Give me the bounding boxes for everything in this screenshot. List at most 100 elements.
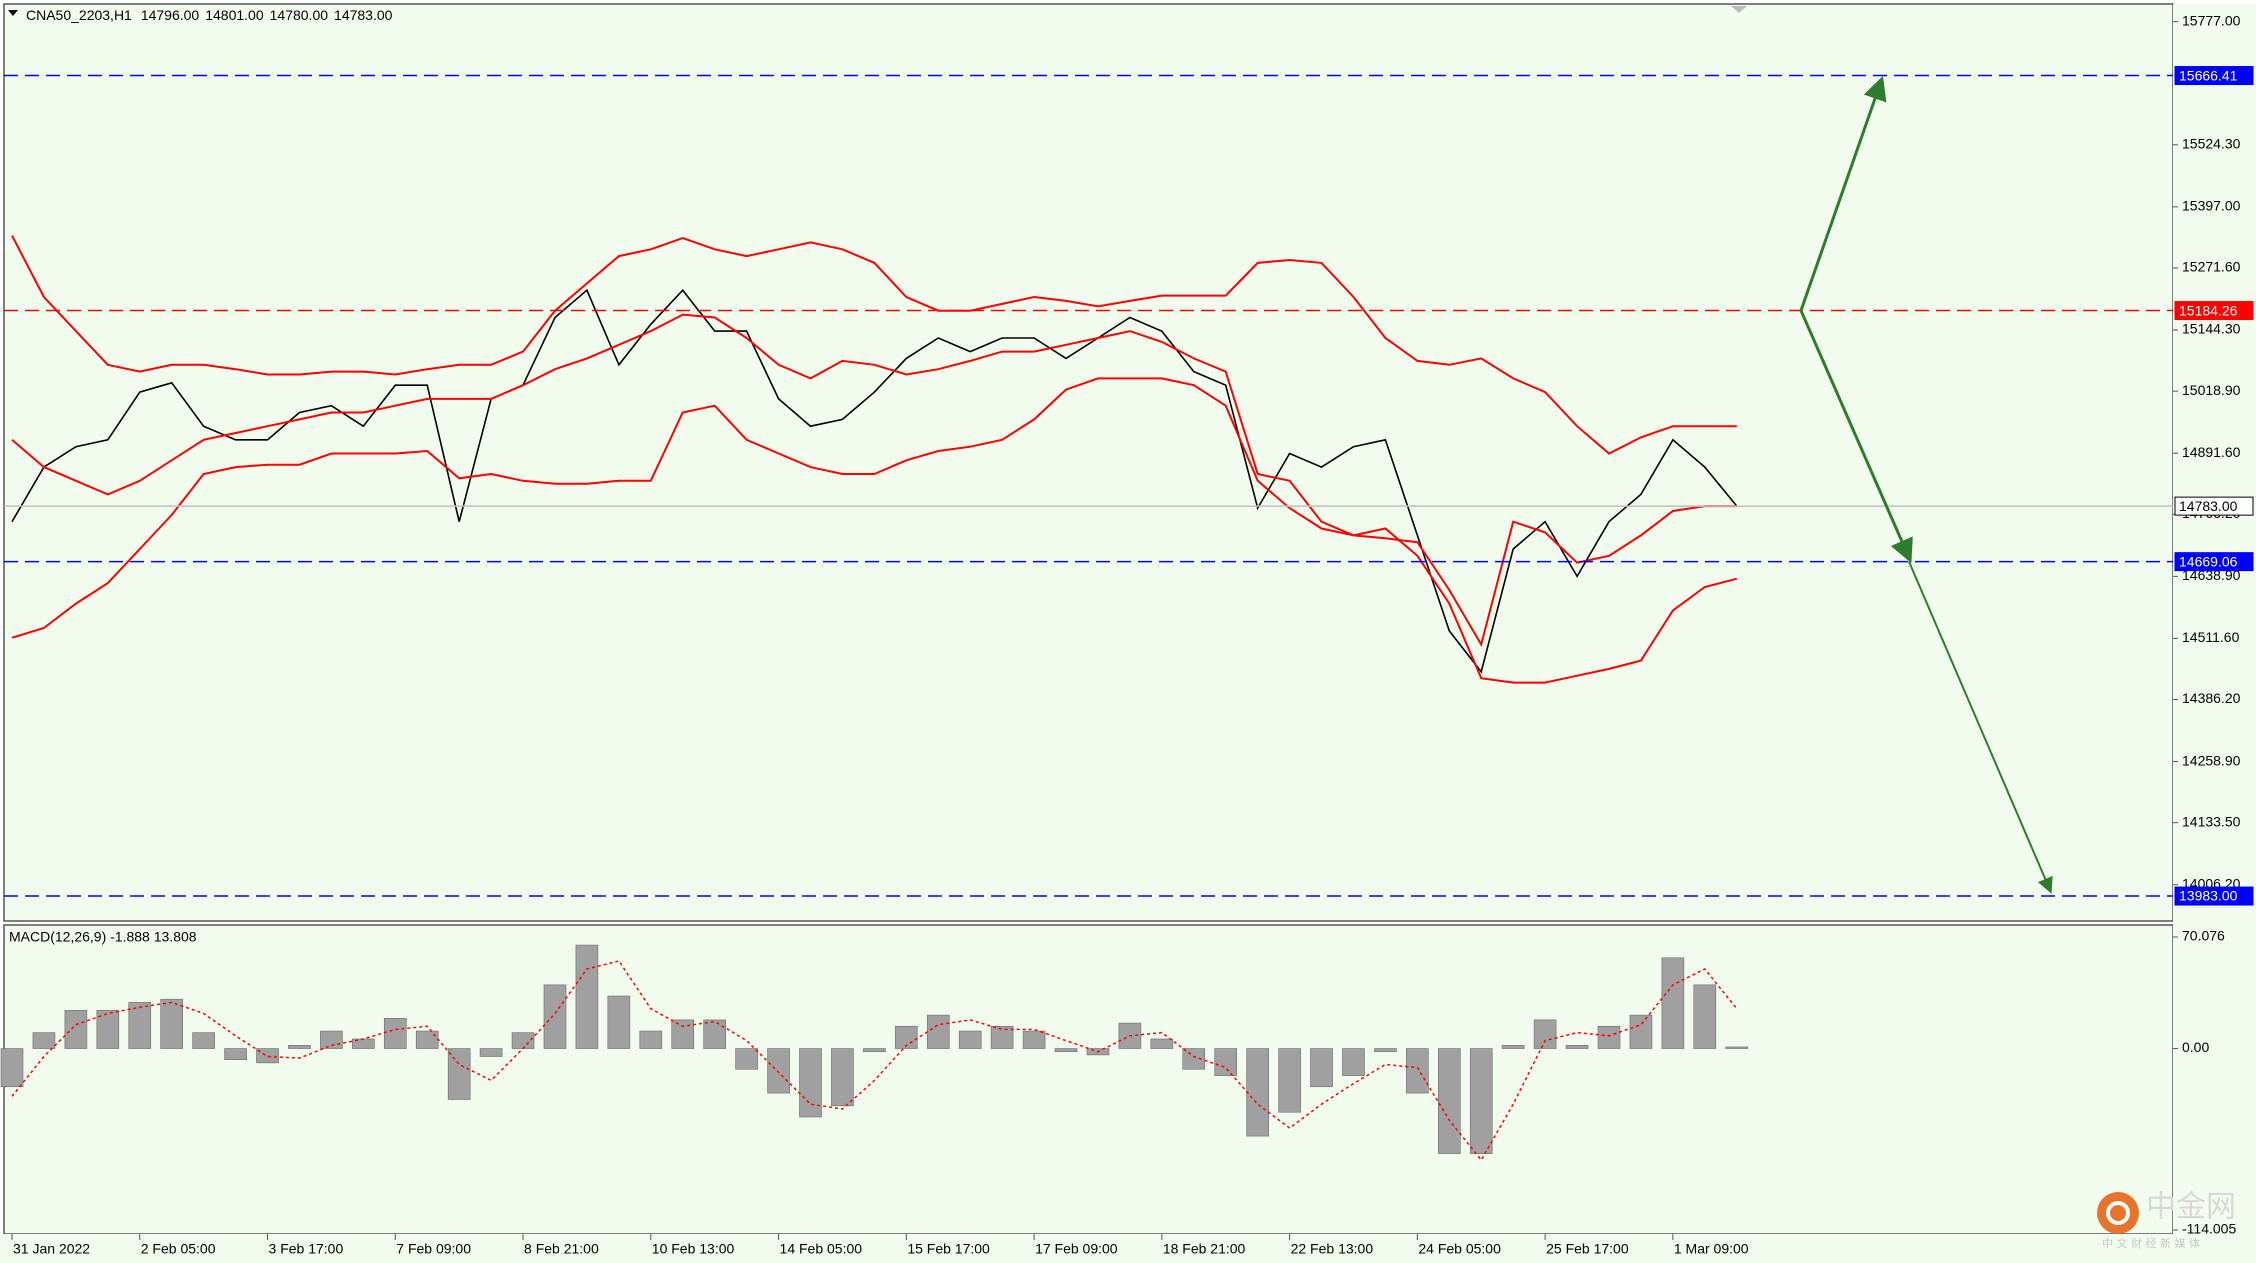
macd-bar [511, 1032, 535, 1049]
macd-bar [1374, 1048, 1397, 1053]
low-label: 14780.00 [270, 7, 329, 23]
level-label: 14669.06 [2179, 553, 2238, 569]
macd-bar [575, 944, 599, 1049]
macd-signal [11, 960, 1738, 1162]
y-tick-label: 15018.90 [2182, 382, 2241, 398]
y-tick-label: 14133.50 [2182, 813, 2241, 829]
macd-bar [320, 1030, 343, 1049]
x-tick-label: 1 Mar 09:00 [1674, 1241, 1749, 1257]
macd-panel [3, 924, 2174, 1235]
macd-bar [224, 1048, 247, 1060]
macd-bar [926, 1014, 950, 1049]
close-label: 14783.00 [334, 7, 393, 23]
level-label: 15184.26 [2179, 302, 2238, 318]
macd-bar [895, 1025, 918, 1049]
macd-bar [863, 1048, 886, 1053]
x-tick-label: 10 Feb 13:00 [652, 1241, 735, 1257]
y-tick-label: 14258.90 [2182, 752, 2241, 768]
level-label-box [2174, 496, 2254, 516]
macd-bar [1214, 1048, 1238, 1076]
macd-bar [383, 1017, 407, 1049]
projection-arrow [1799, 309, 1913, 564]
macd-bar [639, 1030, 663, 1049]
y-tick-label: -114.005 [2182, 1221, 2236, 1237]
macd-bar [256, 1048, 279, 1064]
level-label-box [2174, 66, 2254, 86]
level-label: 15666.41 [2179, 67, 2238, 83]
price-axis [2173, 4, 2256, 1234]
x-tick-label: 14 Feb 05:00 [780, 1241, 863, 1257]
high-label: 14801.00 [205, 7, 264, 23]
macd-bar [1278, 1048, 1301, 1113]
macd-bar [958, 1030, 982, 1049]
macd-bar [447, 1048, 471, 1100]
macd-bar [479, 1048, 503, 1057]
y-tick-label: 70.076 [2182, 928, 2225, 944]
macd-bar [32, 1032, 56, 1049]
menu-triangle[interactable] [8, 10, 18, 16]
macd-bar [1661, 957, 1685, 1049]
macd-bar [1533, 1019, 1557, 1049]
macd-bar [288, 1045, 311, 1049]
y-tick-label: 15777.00 [2182, 12, 2241, 28]
y-tick-label: 14511.60 [2182, 629, 2240, 645]
symbol-label: CNA50_2203,H1 [26, 7, 132, 23]
x-tick-label: 17 Feb 09:00 [1035, 1241, 1118, 1257]
level-label: 14783.00 [2179, 498, 2238, 514]
macd-bar [1022, 1030, 1046, 1049]
y-tick-label: 15144.30 [2182, 321, 2241, 337]
level-label-box [2174, 886, 2254, 906]
x-tick-label: 7 Feb 09:00 [396, 1241, 471, 1257]
macd-bar [990, 1025, 1014, 1049]
x-tick-label: 2 Feb 05:00 [141, 1241, 216, 1257]
x-tick-label: 25 Feb 17:00 [1546, 1241, 1629, 1257]
macd-bar [96, 1010, 120, 1049]
macd-bar [1501, 1045, 1525, 1049]
x-tick-label: 22 Feb 13:00 [1291, 1241, 1374, 1257]
level-label-box [2174, 301, 2254, 321]
macd-bar [799, 1048, 822, 1118]
macd-bar [767, 1048, 790, 1094]
macd-title: MACD(12,26,9) -1.888 13.808 [9, 929, 197, 945]
macd-bar [415, 1030, 439, 1049]
x-tick-label: 8 Feb 21:00 [524, 1241, 599, 1257]
macd-bar [607, 995, 631, 1049]
y-tick-label: 14386.20 [2182, 690, 2241, 706]
macd-bar [1693, 984, 1717, 1049]
x-tick-label: 3 Feb 17:00 [269, 1241, 344, 1257]
bollinger-band [11, 235, 1737, 455]
watermark: 中金网 [2146, 1190, 2236, 1225]
macd-bar [1310, 1048, 1333, 1088]
macd-bar [1054, 1048, 1078, 1053]
y-tick-label: 0.00 [2182, 1039, 2209, 1055]
y-tick-label: 15397.00 [2182, 198, 2241, 214]
projection-arrow [1799, 75, 1887, 312]
macd-bar [735, 1048, 758, 1070]
watermark-logo [2097, 1192, 2139, 1234]
y-tick-label: 14891.60 [2182, 444, 2241, 460]
price-line [11, 288, 1738, 674]
macd-bar [1342, 1048, 1365, 1076]
macd-bar [1406, 1048, 1429, 1094]
macd-bar [1629, 1014, 1653, 1049]
macd-bar [1438, 1048, 1461, 1154]
macd-bar [64, 1010, 88, 1049]
level-label: 13983.00 [2179, 888, 2238, 904]
macd-bar [1597, 1025, 1621, 1049]
y-tick-label: 15524.30 [2182, 136, 2241, 152]
macd-bar [1182, 1048, 1206, 1070]
bollinger-band [11, 377, 1738, 684]
macd-bar [703, 1019, 726, 1049]
macd-bar [543, 984, 567, 1049]
macd-bar [0, 1048, 24, 1088]
main-panel [3, 3, 2174, 922]
y-tick-label: 15271.60 [2182, 259, 2241, 275]
time-axis [0, 1234, 2256, 1263]
x-tick-label: 15 Feb 17:00 [907, 1241, 990, 1257]
open-label: 14796.00 [141, 7, 200, 23]
macd-bar [192, 1032, 215, 1049]
watermark-logo-inner [2106, 1201, 2130, 1225]
macd-bar [671, 1019, 695, 1049]
